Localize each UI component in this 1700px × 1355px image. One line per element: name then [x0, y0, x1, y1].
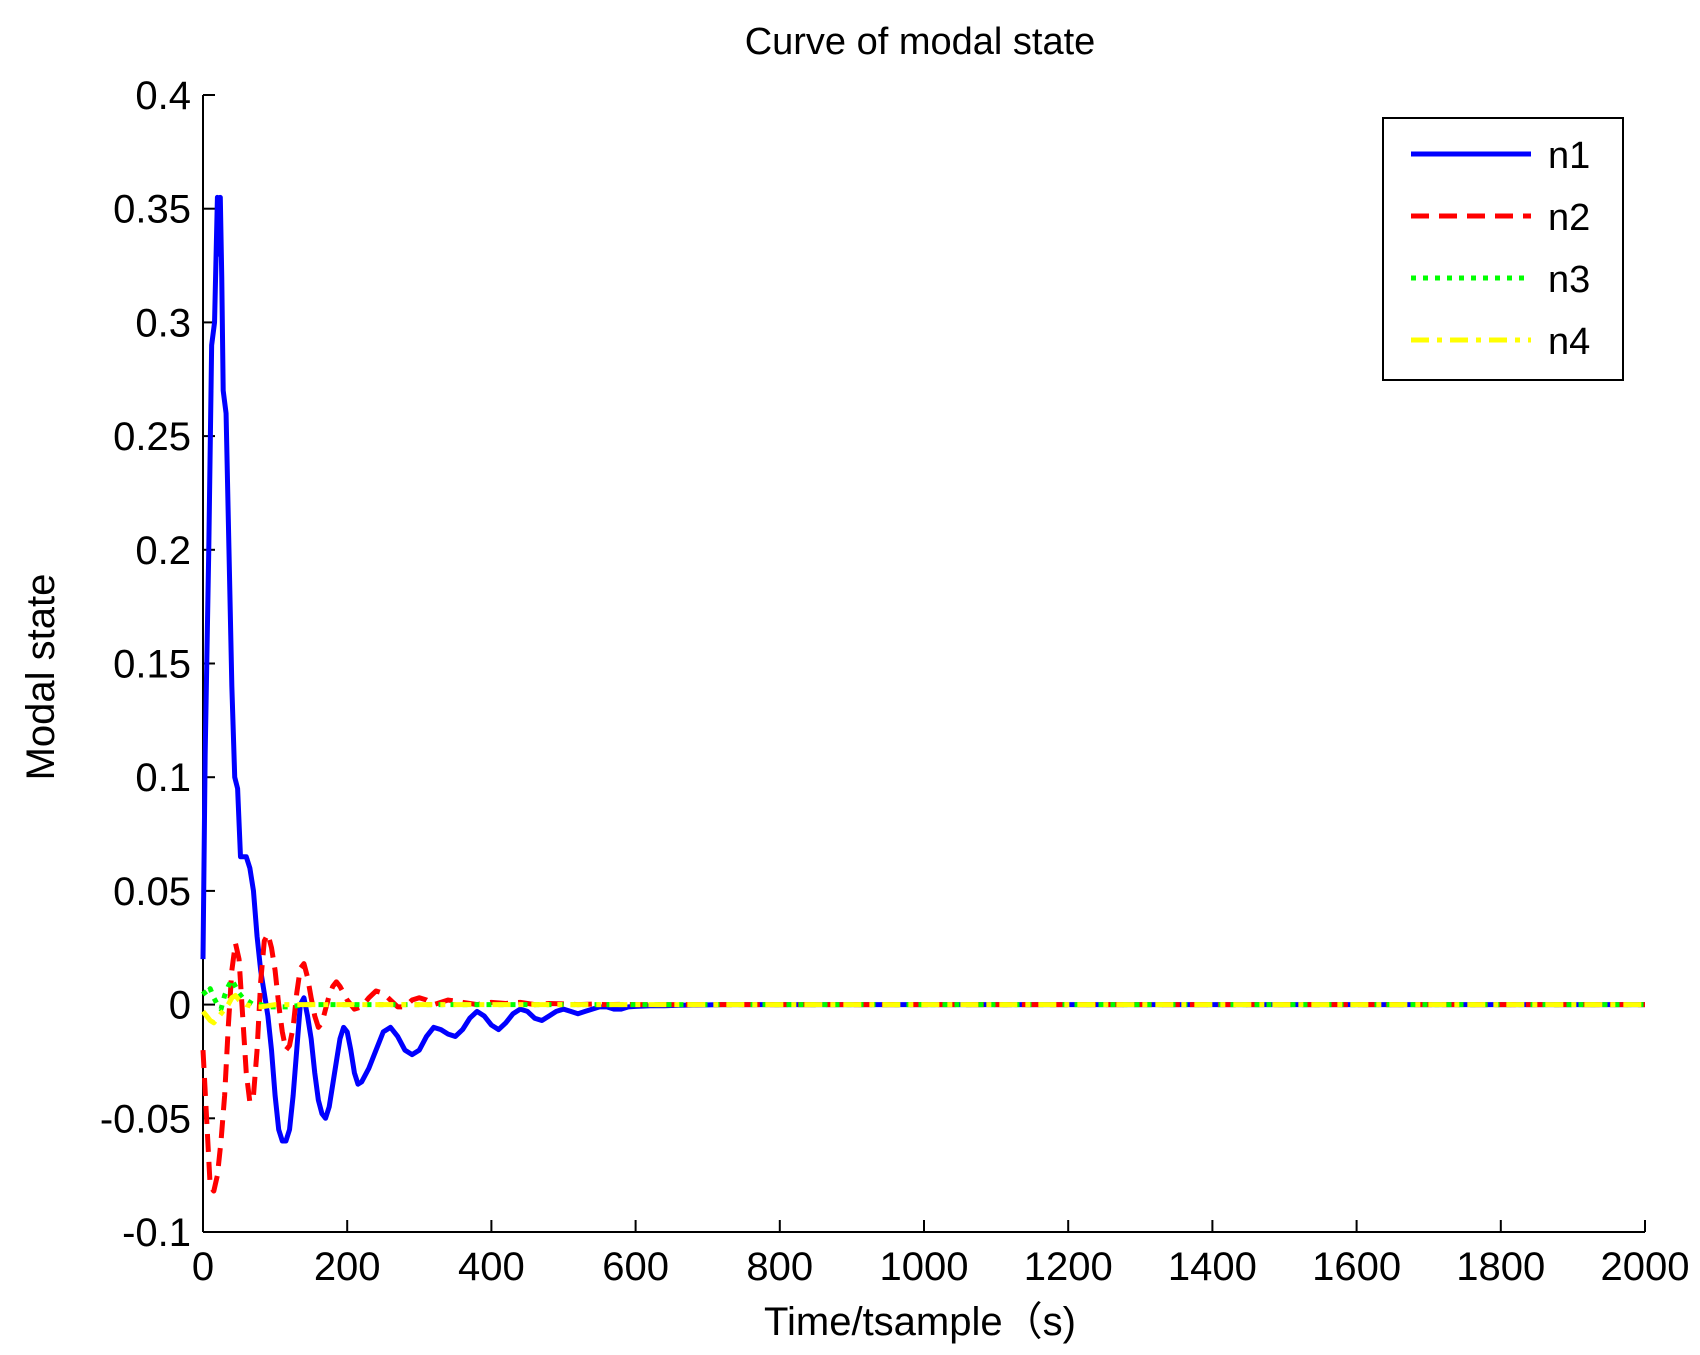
- legend-label-n2: n2: [1548, 197, 1590, 239]
- y-tick-label: -0.1: [122, 1211, 191, 1255]
- x-tick-label: 1600: [1312, 1245, 1401, 1289]
- legend-label-n3: n3: [1548, 259, 1590, 301]
- chart-title: Curve of modal state: [745, 21, 1096, 63]
- y-tick-label: 0: [169, 984, 191, 1028]
- legend-label-n4: n4: [1548, 321, 1590, 363]
- y-tick-label: 0.2: [135, 529, 191, 573]
- x-tick-label: 0: [192, 1245, 214, 1289]
- y-tick-label: -0.05: [100, 1097, 191, 1141]
- y-tick-label: 0.3: [135, 301, 191, 345]
- axes: 0 200 400 600 800 1000 1200 1400 1600 1800 2000 -0.…: [100, 74, 1690, 1289]
- x-tick-label: 1000: [880, 1245, 969, 1289]
- x-tick-label: 2000: [1601, 1245, 1690, 1289]
- x-tick-label: 200: [314, 1245, 381, 1289]
- y-tick-label: 0.1: [135, 756, 191, 800]
- legend: n1 n2 n3 n4: [1382, 117, 1624, 381]
- y-tick-label: 0.35: [113, 188, 191, 232]
- y-tick-label: 0.05: [113, 870, 191, 914]
- y-tick-label: 0.4: [135, 74, 191, 118]
- y-tick-label: 0.25: [113, 415, 191, 459]
- x-tick-label: 1800: [1456, 1245, 1545, 1289]
- y-tick-label: 0.15: [113, 643, 191, 687]
- x-tick-label: 400: [458, 1245, 525, 1289]
- x-axis-label: Time/tsample（s): [764, 1300, 1076, 1344]
- series-line-n4: [201, 993, 1645, 1026]
- x-tick-label: 600: [602, 1245, 669, 1289]
- series-layer: [200, 194, 1645, 1194]
- x-tick-label: 1400: [1168, 1245, 1257, 1289]
- y-axis-label: Modal state: [19, 574, 63, 781]
- x-tick-label: 1200: [1024, 1245, 1113, 1289]
- legend-label-n1: n1: [1548, 135, 1590, 177]
- x-tick-label: 800: [746, 1245, 813, 1289]
- legend-box: [1382, 117, 1624, 381]
